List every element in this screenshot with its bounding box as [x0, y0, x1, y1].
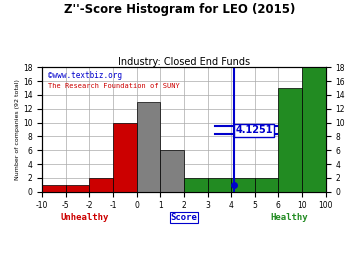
Bar: [42, 185, 66, 192]
Text: ©www.textbiz.org: ©www.textbiz.org: [48, 71, 122, 80]
Bar: [160, 150, 184, 192]
Bar: [137, 102, 160, 192]
Bar: [302, 67, 326, 192]
Text: Score: Score: [170, 213, 197, 222]
Bar: [278, 88, 302, 192]
Text: Healthy: Healthy: [270, 213, 307, 222]
Text: The Research Foundation of SUNY: The Research Foundation of SUNY: [48, 83, 180, 89]
Bar: [231, 178, 255, 192]
Bar: [207, 178, 231, 192]
Bar: [66, 185, 89, 192]
Bar: [89, 178, 113, 192]
Y-axis label: Number of companies (92 total): Number of companies (92 total): [15, 79, 20, 180]
Text: 4.1251: 4.1251: [235, 125, 273, 135]
Text: Unhealthy: Unhealthy: [60, 213, 109, 222]
Bar: [113, 123, 137, 192]
Bar: [255, 178, 278, 192]
Text: Z''-Score Histogram for LEO (2015): Z''-Score Histogram for LEO (2015): [64, 3, 296, 16]
Title: Industry: Closed End Funds: Industry: Closed End Funds: [118, 56, 250, 66]
Bar: [184, 178, 207, 192]
